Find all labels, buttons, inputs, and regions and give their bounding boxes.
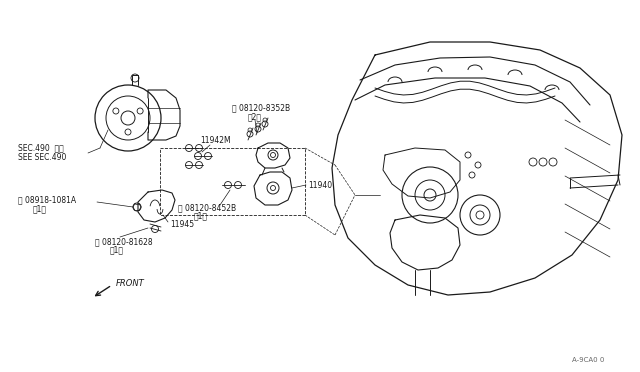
Text: SEE SEC.490: SEE SEC.490 — [18, 153, 67, 161]
Text: 11942M: 11942M — [200, 135, 230, 144]
Text: Ⓑ 08120-8352B: Ⓑ 08120-8352B — [232, 103, 290, 112]
Text: Ⓝ 08918-1081A: Ⓝ 08918-1081A — [18, 196, 76, 205]
Text: Ⓑ 08120-8452B: Ⓑ 08120-8452B — [178, 203, 236, 212]
Text: 11940: 11940 — [308, 180, 332, 189]
Text: 〈1〉: 〈1〉 — [33, 205, 47, 214]
Text: 11945: 11945 — [170, 219, 194, 228]
Text: Ⓑ 08120-81628: Ⓑ 08120-81628 — [95, 237, 152, 247]
Text: FRONT: FRONT — [116, 279, 145, 288]
Text: SEC.490  参照: SEC.490 参照 — [18, 144, 64, 153]
Text: （1）: （1） — [110, 246, 124, 254]
Text: （2）: （2） — [248, 112, 262, 122]
Text: A-9CA0 0: A-9CA0 0 — [572, 357, 604, 363]
Text: （1）: （1） — [194, 212, 208, 221]
